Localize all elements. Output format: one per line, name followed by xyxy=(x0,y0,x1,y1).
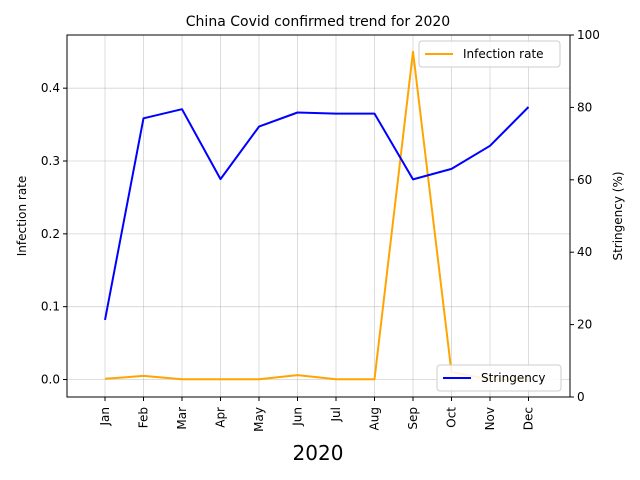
y-tick-label-left: 0.3 xyxy=(41,154,60,168)
x-tick-label: Mar xyxy=(175,407,189,430)
x-tick-label: Jul xyxy=(329,407,343,422)
y-tick-label-right: 80 xyxy=(577,100,592,114)
x-tick-label: Jun xyxy=(291,407,305,427)
x-tick-label: May xyxy=(252,407,266,432)
y-tick-label-right: 60 xyxy=(577,173,592,187)
y-tick-label-right: 100 xyxy=(577,28,600,42)
y-tick-label-right: 40 xyxy=(577,245,592,259)
x-tick-label: Apr xyxy=(214,407,228,428)
legend-stringency-box xyxy=(436,364,562,392)
legend-stringency-label: Stringency xyxy=(481,371,546,385)
legend-infection: Infection rate xyxy=(418,40,561,68)
x-tick-label: Aug xyxy=(368,407,382,430)
x-axis-label: 2020 xyxy=(293,441,344,465)
chart-title: China Covid confirmed trend for 2020 xyxy=(186,14,450,30)
plot-frame xyxy=(66,34,571,398)
x-axis: Jan Feb Mar Apr May Jun Jul Aug Sep Oct Nov Dec xyxy=(98,397,536,432)
x-tick-label: Feb xyxy=(137,407,151,428)
y-tick-label-right: 20 xyxy=(577,318,592,332)
x-tick-label: Sep xyxy=(406,407,420,430)
legend-infection-label: Infection rate xyxy=(463,47,544,61)
right-y-axis: 0 20 40 60 80 100 xyxy=(570,28,600,404)
series-line-stringency xyxy=(104,106,530,321)
x-tick-label: Jan xyxy=(98,407,112,427)
y-tick-label-left: 0.1 xyxy=(41,300,60,314)
left-y-axis: 0.0 0.1 0.2 0.3 0.4 xyxy=(41,81,67,387)
x-tick-label: Oct xyxy=(445,407,459,428)
y-tick-label-left: 0.4 xyxy=(41,81,60,95)
y-tick-label-right: 0 xyxy=(577,390,585,404)
x-tick-label: Nov xyxy=(483,407,497,430)
y-tick-label-left: 0.2 xyxy=(41,227,60,241)
y-axis-label-left: Infection rate xyxy=(15,176,29,257)
legend-infection-box xyxy=(418,40,561,68)
y-tick-label-left: 0.0 xyxy=(41,373,60,387)
y-axis-label-right: Stringency (%) xyxy=(611,171,625,260)
x-tick-label: Dec xyxy=(522,407,536,430)
legend-stringency: Stringency xyxy=(436,364,562,392)
